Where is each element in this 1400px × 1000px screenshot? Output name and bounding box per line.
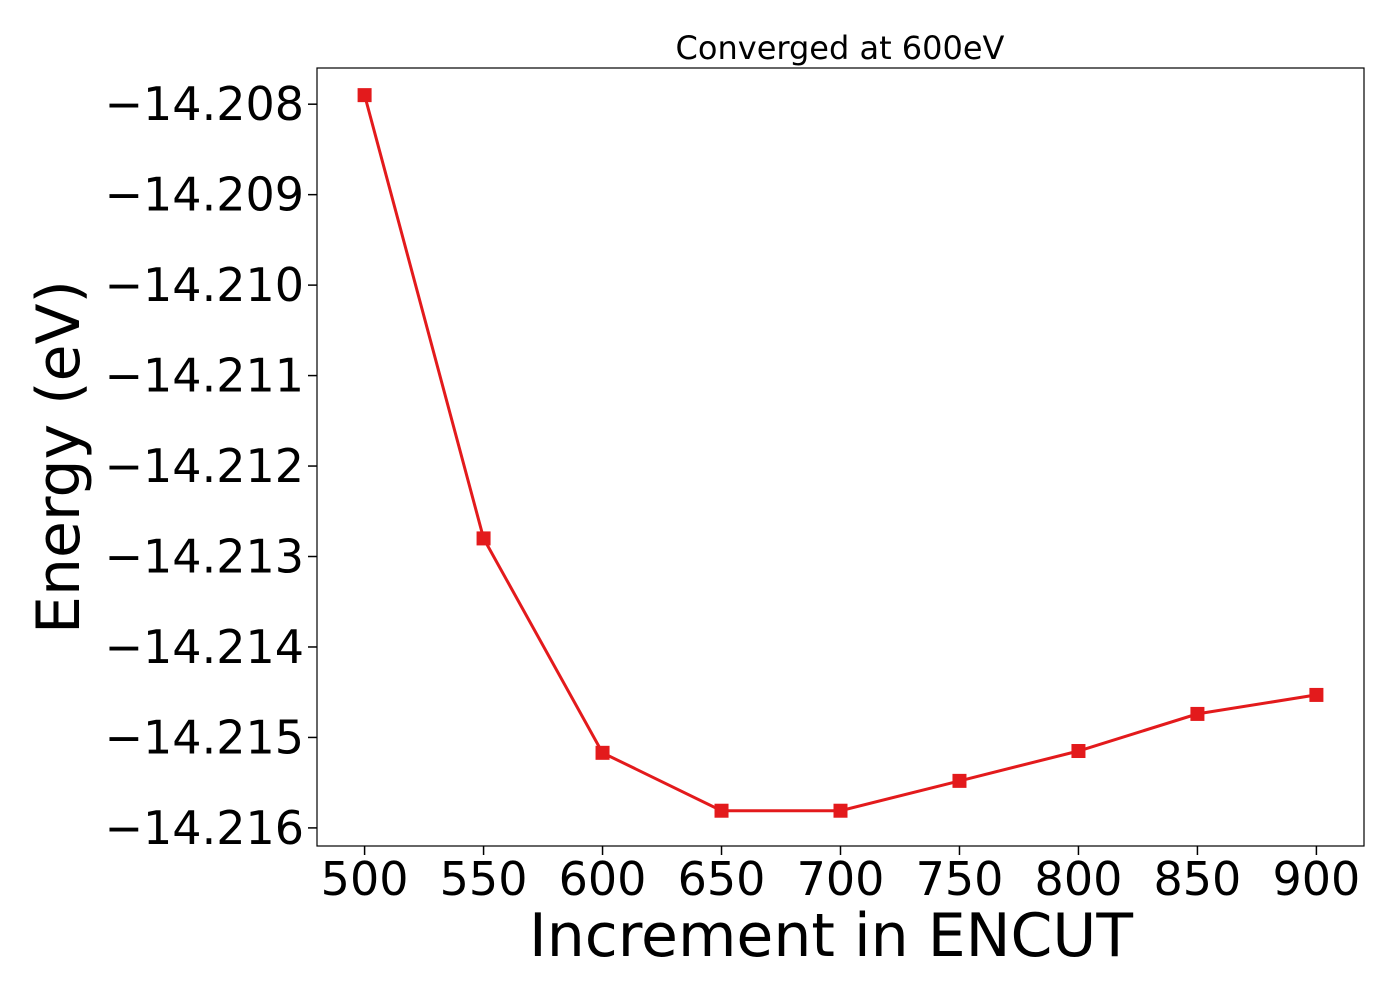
data-point-marker [714,803,729,818]
x-tick-label: 700 [797,852,885,906]
x-tick-label: 850 [1154,852,1242,906]
y-axis-label: Energy (eV) [24,280,94,634]
y-tick-label: −14.215 [105,710,305,764]
y-tick-label: −14.214 [105,620,305,674]
data-point-marker [1071,744,1086,759]
x-tick-label: 800 [1035,852,1123,906]
data-point-marker [833,803,848,818]
energy-series-line [363,94,1317,813]
x-tick-label: 550 [440,852,528,906]
x-axis-label: Increment in ENCUT [529,901,1133,971]
data-point-marker [952,773,967,788]
x-tick-label: 500 [321,852,409,906]
y-axis-ticks: −14.208 −14.209 −14.210 −14.211 −14.212 −14.2… [105,77,317,855]
y-tick-label: −14.209 [105,168,305,222]
y-tick-label: −14.211 [105,349,305,403]
y-tick-label: −14.213 [105,530,305,584]
data-point-marker [357,88,372,103]
energy-series-markers [357,88,1324,818]
x-tick-label: 900 [1273,852,1361,906]
x-tick-label: 600 [559,852,647,906]
y-tick-label: −14.216 [105,801,305,855]
plot-area-frame [316,67,1365,847]
x-tick-label: 750 [916,852,1004,906]
y-tick-label: −14.212 [105,439,305,493]
data-point-marker [595,745,610,760]
data-point-marker [1190,706,1205,721]
x-tick-label: 650 [678,852,766,906]
y-tick-label: −14.208 [105,77,305,131]
x-axis-ticks: 500 550 600 650 700 750 800 850 900 [321,846,1361,906]
y-tick-label: −14.210 [105,258,305,312]
chart-title: Converged at 600eV [676,29,1005,67]
data-point-marker [1309,687,1324,702]
data-point-marker [476,531,491,546]
